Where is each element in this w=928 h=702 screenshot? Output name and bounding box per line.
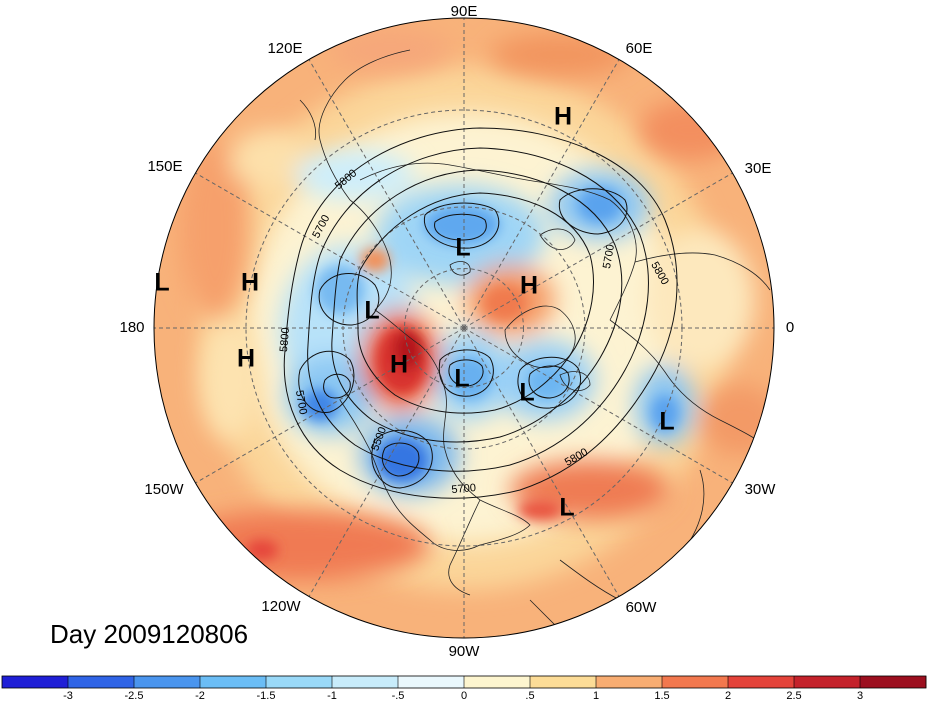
colorbar-tick-label: 2.5 (786, 690, 801, 702)
colorbar-swatch (2, 676, 69, 688)
contour-label: 5700 (293, 389, 309, 415)
pressure-center-high: L (559, 494, 574, 522)
colorbar: -3 -2.5 -2 -1.5 -1 -.5 0 .5 1 1.5 2 2.5 3 (1, 675, 927, 702)
pressure-center-high: H (554, 103, 572, 131)
colorbar-swatch (200, 676, 267, 688)
lon-label-30w: 30W (745, 481, 777, 498)
colorbar-tick-label: -3 (63, 690, 73, 702)
lon-label-120e: 120E (267, 40, 302, 57)
lon-label-30e: 30E (745, 160, 772, 177)
lon-label-120w: 120W (261, 598, 301, 615)
lon-label-180: 180 (119, 319, 144, 336)
colorbar-tick-label: .5 (525, 690, 534, 702)
lon-label-150e: 150E (147, 158, 182, 175)
colorbar-swatch (794, 676, 861, 688)
lon-label-0: 0 (786, 319, 794, 336)
lon-label-90e: 90E (451, 3, 478, 20)
colorbar-tick-label: -.5 (392, 690, 405, 702)
pressure-center-high: H (241, 269, 259, 297)
contour-label: 5800 (278, 327, 292, 352)
pressure-center-low: L (364, 297, 379, 325)
colorbar-swatch (662, 676, 729, 688)
longitude-labels: 90E 60E 30E 0 30W 60W 90W 120W 150W 180 … (119, 3, 794, 660)
pressure-center-high: H (390, 351, 408, 379)
contour-label: 5700 (601, 243, 617, 269)
colorbar-swatch (728, 676, 795, 688)
colorbar-tick-label: 3 (857, 690, 863, 702)
colorbar-tick-label: 1.5 (654, 690, 669, 702)
colorbar-swatch (266, 676, 333, 688)
pressure-centers: H L H L L H L H H L L L (154, 103, 674, 522)
pressure-center-high: H (520, 272, 538, 300)
colorbar-tick-label: 1 (593, 690, 599, 702)
colorbar-swatch (134, 676, 201, 688)
map-title: Day 2009120806 (50, 619, 249, 649)
pressure-center-low: L (454, 365, 469, 393)
colorbar-swatch (596, 676, 663, 688)
colorbar-swatch (464, 676, 531, 688)
colorbar-swatch (530, 676, 597, 688)
colorbar-tick-label: -1 (327, 690, 337, 702)
lon-label-60e: 60E (626, 40, 653, 57)
colorbar-swatch (332, 676, 399, 688)
pressure-center-low: L (519, 379, 534, 407)
pressure-center-low: L (659, 408, 674, 436)
contour-label: 5700 (451, 482, 476, 496)
lon-label-150w: 150W (144, 481, 184, 498)
height-contours (283, 127, 678, 499)
pressure-center-low: L (154, 269, 169, 297)
colorbar-tick-label: -2 (195, 690, 205, 702)
pressure-center-low: L (455, 234, 470, 262)
colorbar-tick-label: 0 (461, 690, 467, 702)
globe-border (153, 17, 775, 639)
lon-label-60w: 60W (626, 599, 658, 616)
pressure-center-high: H (237, 345, 255, 373)
colorbar-swatch (860, 676, 927, 688)
lon-label-90w: 90W (449, 643, 481, 660)
coastlines (299, 49, 771, 638)
colorbar-swatch (398, 676, 465, 688)
colorbar-tick-label: -1.5 (257, 690, 276, 702)
colorbar-tick-label: -2.5 (125, 690, 144, 702)
colorbar-swatch (68, 676, 135, 688)
colorbar-tick-label: 2 (725, 690, 731, 702)
